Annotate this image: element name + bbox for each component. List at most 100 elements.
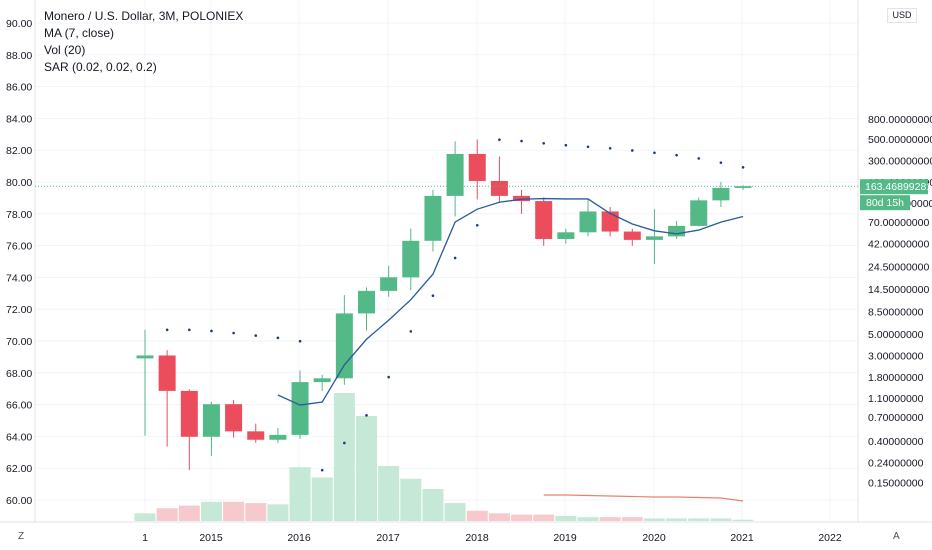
- left-axis-tick: 78.00: [6, 209, 32, 221]
- volume-bar: [621, 517, 643, 521]
- currency-button[interactable]: USD: [887, 8, 917, 23]
- candle[interactable]: [424, 189, 442, 252]
- x-axis-tick: 2018: [465, 532, 489, 544]
- left-axis-tick: 68.00: [6, 368, 32, 380]
- candle-body: [313, 378, 331, 383]
- volume-bars: [134, 393, 754, 521]
- volume-bar: [599, 517, 621, 521]
- x-axis-tick: 2021: [730, 532, 754, 544]
- left-axis-tick: 74.00: [6, 272, 32, 284]
- candle[interactable]: [313, 374, 331, 391]
- volume-ma-polyline: [543, 494, 744, 502]
- candle-body: [402, 240, 420, 278]
- volume-bar: [200, 501, 222, 521]
- last-price-tag-bg: [860, 179, 928, 195]
- volume-bar: [577, 517, 599, 521]
- candle[interactable]: [690, 197, 708, 227]
- candle-body: [335, 313, 353, 379]
- sar-dot: [475, 223, 479, 227]
- moving-average-line: [277, 197, 744, 406]
- candle[interactable]: [402, 228, 420, 291]
- volume-bar: [533, 514, 555, 521]
- candle[interactable]: [623, 228, 641, 246]
- sar-dot: [631, 149, 634, 152]
- volume-bar: [289, 467, 311, 521]
- volume-bar: [245, 503, 267, 521]
- candle-body: [490, 180, 508, 196]
- candle-body: [535, 201, 553, 239]
- sar-dot: [320, 468, 324, 472]
- candle[interactable]: [601, 207, 619, 237]
- candle[interactable]: [645, 209, 663, 265]
- right-axis-tick: 42.00000000: [868, 239, 929, 251]
- left-axis-tick: 82.00: [6, 145, 32, 157]
- candle-body: [247, 431, 265, 440]
- candle[interactable]: [335, 295, 353, 385]
- sar-dot: [232, 331, 235, 335]
- candle-body: [380, 277, 398, 291]
- sar-dot: [453, 256, 457, 260]
- candle[interactable]: [202, 402, 220, 456]
- volume-bar: [444, 503, 466, 521]
- candle[interactable]: [380, 265, 398, 297]
- volume-bar: [378, 465, 400, 521]
- right-axis-tick: 70.00000000: [868, 217, 929, 229]
- sar-indicator-label[interactable]: SAR (0.02, 0.02, 0.2): [44, 60, 157, 74]
- candle[interactable]: [225, 399, 243, 438]
- volume-bar: [134, 513, 156, 521]
- timezone-toggle[interactable]: Z: [18, 531, 25, 542]
- right-axis-tick: 5.00000000: [868, 329, 924, 341]
- candle-body: [136, 355, 154, 359]
- candle-body: [358, 290, 375, 314]
- volume-bar: [422, 489, 444, 521]
- left-axis-tick: 66.00: [6, 400, 32, 412]
- x-axis-tick: 2019: [553, 532, 577, 544]
- sar-dot: [210, 329, 213, 333]
- right-axis-tick: 0.40000000: [868, 436, 924, 448]
- candle[interactable]: [490, 156, 508, 203]
- right-axis-tick: 3.00000000: [868, 350, 924, 362]
- candle[interactable]: [557, 228, 575, 244]
- left-axis-tick: 62.00: [6, 463, 32, 475]
- right-axis-tick: 14.50000000: [868, 284, 929, 296]
- candle-body: [579, 211, 597, 233]
- left-axis-tick: 84.00: [6, 113, 32, 125]
- sar-dot: [542, 142, 545, 145]
- candle[interactable]: [180, 389, 198, 471]
- auto-scale-toggle[interactable]: A: [893, 531, 900, 542]
- left-axis-tick: 90.00: [6, 18, 32, 30]
- candle[interactable]: [136, 329, 154, 436]
- candle-body: [734, 186, 752, 188]
- candle[interactable]: [468, 139, 486, 200]
- sar-dot: [653, 151, 656, 155]
- candle[interactable]: [535, 197, 553, 246]
- candle[interactable]: [358, 287, 375, 331]
- symbol-title[interactable]: Monero / U.S. Dollar, 3M, POLONIEX: [44, 9, 244, 23]
- candle[interactable]: [513, 189, 531, 214]
- right-axis-tick: 8.50000000: [868, 306, 924, 318]
- candle[interactable]: [158, 350, 176, 447]
- candle[interactable]: [712, 182, 730, 207]
- candle[interactable]: [269, 428, 287, 443]
- candle[interactable]: [446, 141, 464, 217]
- volume-indicator-label[interactable]: Vol (20): [44, 43, 86, 57]
- volume-bar: [488, 513, 510, 521]
- sar-dot: [741, 166, 745, 169]
- candle[interactable]: [579, 199, 597, 237]
- right-axis-tick: 1.80000000: [868, 372, 924, 384]
- candle[interactable]: [247, 423, 265, 443]
- right-axis-tick: 500.00000000: [868, 134, 932, 146]
- candle-body: [180, 390, 198, 437]
- volume-bar: [688, 518, 710, 521]
- right-axis-tick: 0.24000000: [868, 457, 924, 469]
- sar-dot: [254, 334, 258, 337]
- right-axis-tick: 800.00000000: [868, 114, 932, 126]
- candle[interactable]: [668, 220, 686, 239]
- sar-dot: [586, 145, 590, 149]
- ma-polyline: [277, 197, 744, 406]
- sar-dot: [520, 139, 523, 143]
- ma-indicator-label[interactable]: MA (7, close): [44, 26, 115, 40]
